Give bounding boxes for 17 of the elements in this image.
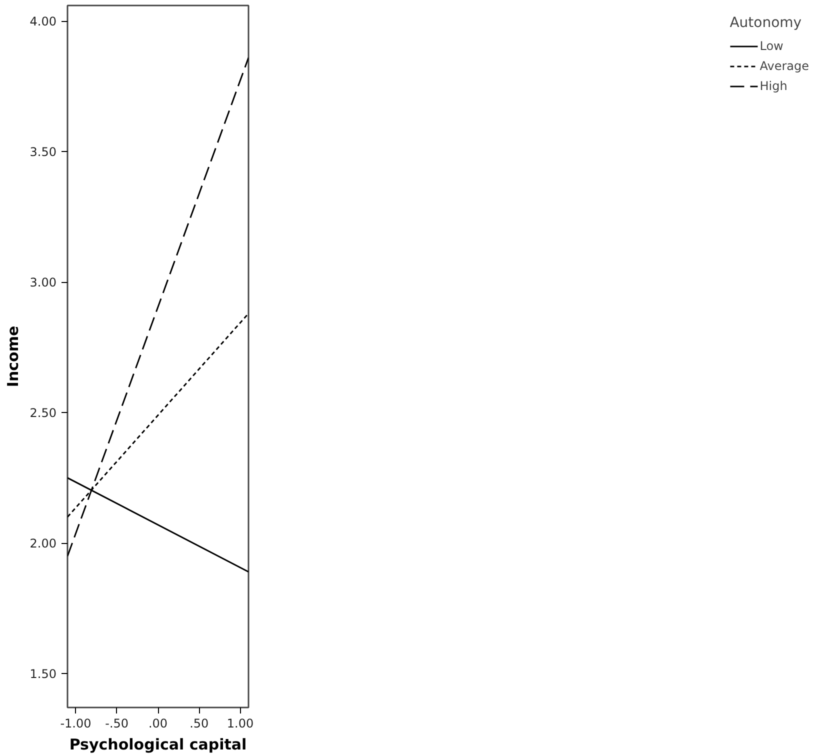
y-tick-label: 2.50	[30, 406, 56, 420]
y-tick-label: 4.00	[30, 14, 56, 29]
y-tick-label: 1.50	[30, 667, 56, 682]
x-tick-label: 1.00	[226, 716, 254, 730]
legend-label: Average	[760, 59, 809, 73]
y-tick-label: 2.00	[30, 536, 56, 551]
y-tick-label: 3.00	[30, 276, 56, 290]
legend-label: High	[760, 79, 788, 93]
y-axis-title: Income	[4, 326, 22, 388]
x-tick-label: .50	[190, 716, 209, 730]
legend-label: Low	[760, 39, 784, 53]
x-tick-label: -1.00	[60, 716, 92, 730]
legend-title: Autonomy	[730, 15, 803, 31]
x-tick-label: -.50	[105, 716, 129, 730]
x-tick-label: .00	[148, 716, 168, 730]
x-axis-title: Psychological capital	[69, 736, 247, 754]
y-tick-label: 3.50	[30, 145, 56, 160]
